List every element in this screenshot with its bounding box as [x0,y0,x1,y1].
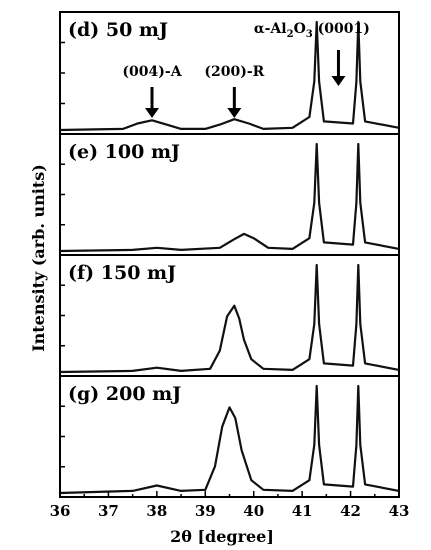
x-tick-label: 39 [195,502,216,520]
series-line [59,263,400,374]
plot-layer: (d) 50 mJ (e) 100 mJ (f) 150 mJ (g) 200 mJ 3… [50,11,410,520]
panel-label: (d) 50 mJ [68,19,168,41]
panel-label: (e) 100 mJ [68,141,180,163]
x-tick-label: 43 [389,502,410,520]
x-tick-label: 38 [146,502,167,520]
peak-annotation: (004)-A [122,64,182,80]
x-axis-title: 2θ [degree] [170,527,274,546]
y-axis-title: Intensity (arb. units) [29,164,48,352]
annotation-arrow-head [145,108,160,118]
series-line [59,20,400,132]
panel-label: (g) 200 mJ [68,383,181,405]
x-tick-label: 37 [98,502,119,520]
peak-annotation: α-Al2O3 (0001) [254,21,370,40]
annotation-arrow-head [227,108,242,118]
x-tick-label: 42 [340,502,361,520]
panel-label: (f) 150 mJ [68,262,176,284]
series-line [59,142,400,253]
annotation-arrow-head [331,76,346,86]
x-tick-label: 40 [243,502,264,520]
series-line [59,384,400,495]
peak-annotation: (200)-R [204,64,264,80]
x-tick-label: 36 [50,502,71,520]
x-tick-label: 41 [292,502,313,520]
